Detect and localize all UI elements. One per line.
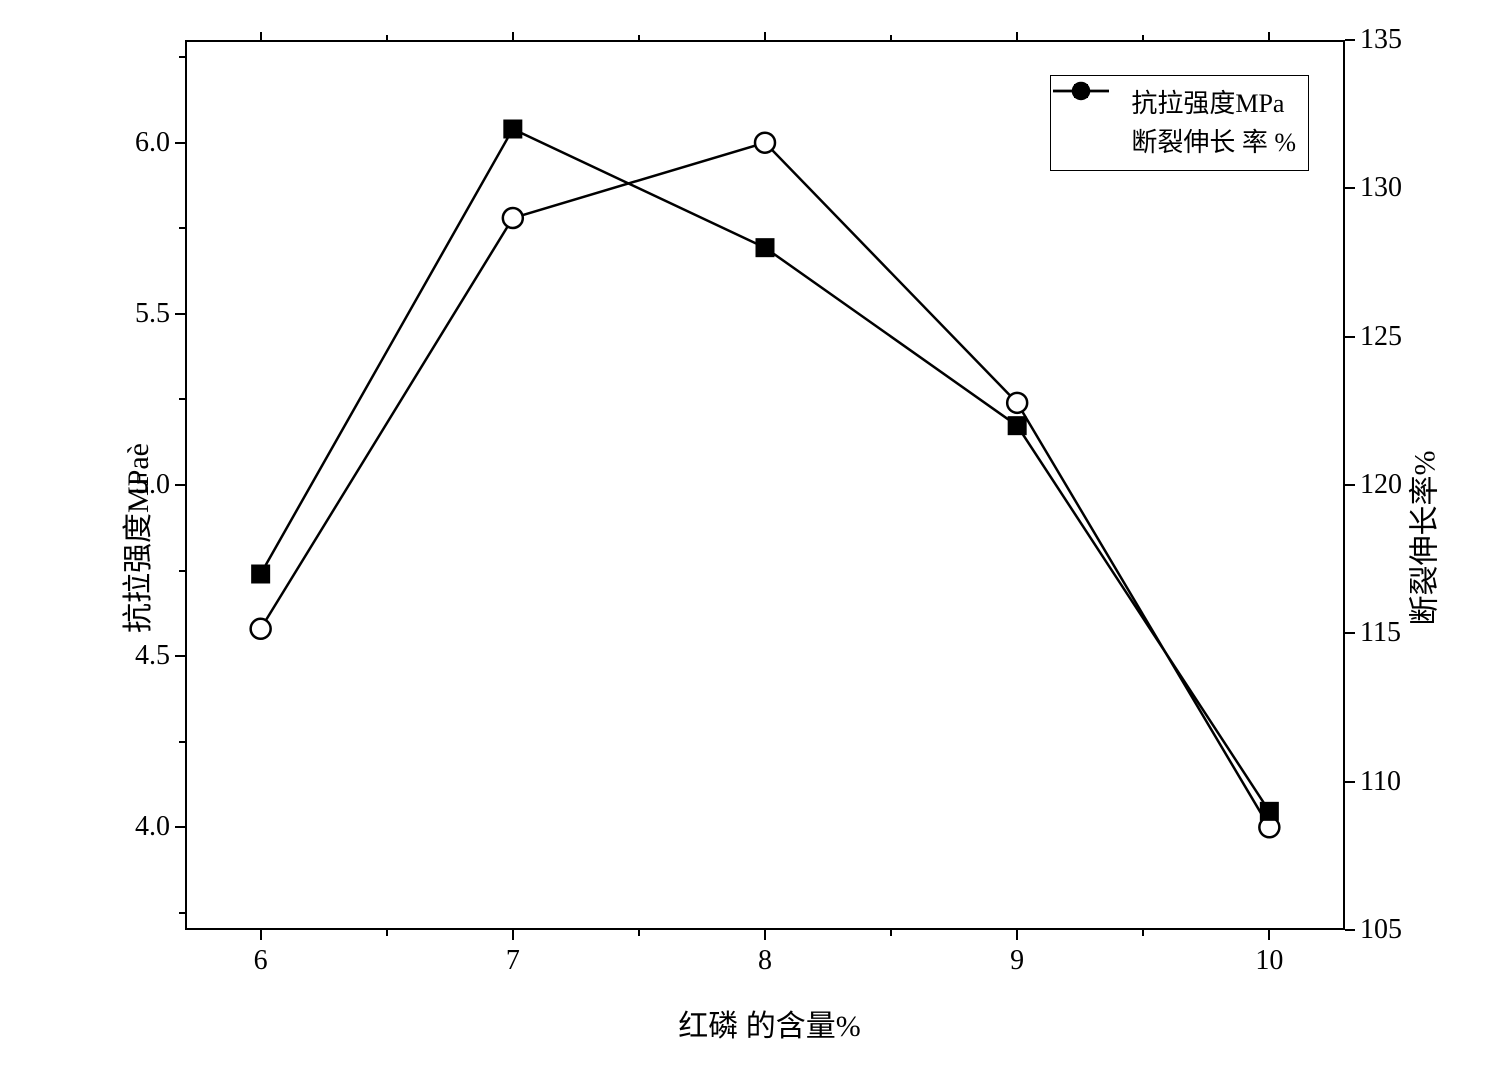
legend-item: 断裂伸长 率 % xyxy=(1063,123,1296,162)
tick-label: 6 xyxy=(254,945,268,977)
tick-label: 110 xyxy=(1360,766,1401,798)
tick-label: 120 xyxy=(1360,469,1402,501)
tick-label: 135 xyxy=(1360,24,1402,56)
tick-label: 115 xyxy=(1360,617,1401,649)
chart-svg xyxy=(20,20,1499,1055)
legend-label: 断裂伸长 率 % xyxy=(1131,123,1296,162)
x-axis-label: 红磷 的含量% xyxy=(678,1001,861,1045)
tick-label: 4.5 xyxy=(135,640,170,672)
tick-label: 7 xyxy=(506,945,520,977)
tick-label: 5.0 xyxy=(135,469,170,501)
tick-label: 105 xyxy=(1360,914,1402,946)
tick-label: 130 xyxy=(1360,172,1402,204)
legend-label: 抗拉强度MPa xyxy=(1131,84,1284,123)
tick-label: 4.0 xyxy=(135,811,170,843)
legend: 抗拉强度MPa断裂伸长 率 % xyxy=(1050,75,1309,171)
tick-label: 10 xyxy=(1255,945,1283,977)
tick-label: 9 xyxy=(1010,945,1024,977)
tick-label: 5.5 xyxy=(135,298,170,330)
tick-label: 6.0 xyxy=(135,127,170,159)
tick-label: 125 xyxy=(1360,321,1402,353)
tick-label: 8 xyxy=(758,945,772,977)
y2-axis-label: 断裂伸长率% xyxy=(1400,450,1444,625)
chart-container: 抗拉强度MPaè 断裂伸长率% 红磷 的含量% 抗拉强度MPa断裂伸长 率 % … xyxy=(20,20,1499,1055)
